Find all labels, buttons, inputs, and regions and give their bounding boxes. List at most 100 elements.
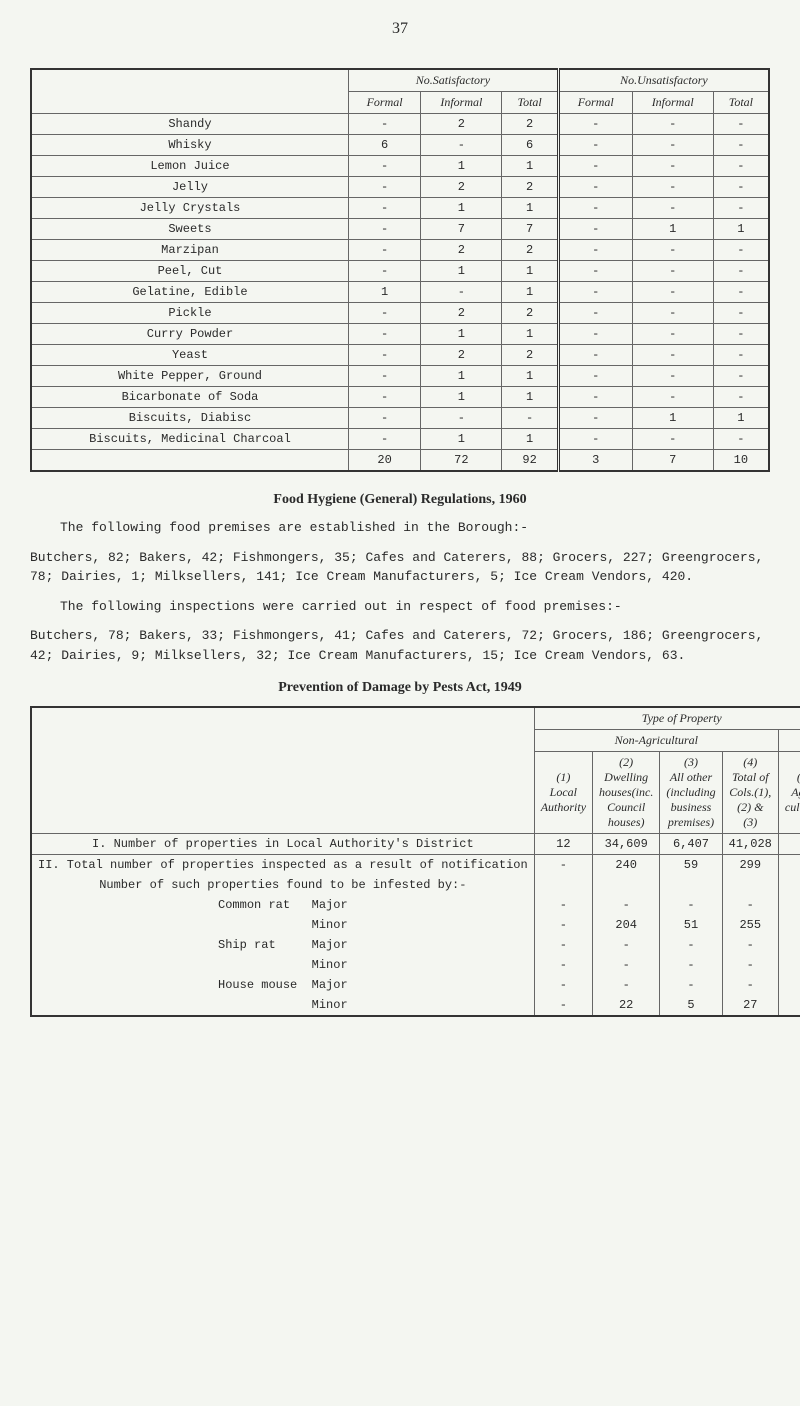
data-cell bbox=[660, 875, 722, 895]
sat-header: No.Satisfactory bbox=[348, 69, 558, 92]
data-cell: - bbox=[713, 135, 769, 156]
data-cell: 2 bbox=[502, 345, 558, 366]
data-cell: - bbox=[713, 177, 769, 198]
pests-act-title: Prevention of Damage by Pests Act, 1949 bbox=[30, 680, 770, 696]
data-cell: - bbox=[534, 895, 592, 915]
data-cell: 59 bbox=[660, 855, 722, 876]
data-cell: - bbox=[722, 975, 778, 995]
total-cell: 20 bbox=[348, 450, 420, 472]
data-cell: - bbox=[558, 345, 632, 366]
row-label: II. Total number of properties inspected… bbox=[31, 855, 534, 876]
data-cell: - bbox=[632, 303, 713, 324]
row-label: Biscuits, Diabisc bbox=[31, 408, 348, 429]
data-cell: 1 bbox=[502, 156, 558, 177]
data-cell: 22 bbox=[593, 995, 660, 1016]
data-cell: - bbox=[558, 240, 632, 261]
row-label: Common rat Major bbox=[31, 895, 534, 915]
data-cell: - bbox=[713, 261, 769, 282]
data-cell: - bbox=[558, 198, 632, 219]
totals-label bbox=[31, 450, 348, 472]
row-label: Lemon Juice bbox=[31, 156, 348, 177]
data-cell: 2 bbox=[421, 240, 502, 261]
data-cell: - bbox=[713, 387, 769, 408]
data-cell: 255 bbox=[722, 915, 778, 935]
data-cell: - bbox=[713, 156, 769, 177]
data-cell: 240 bbox=[593, 855, 660, 876]
row-label: Yeast bbox=[31, 345, 348, 366]
data-cell bbox=[722, 875, 778, 895]
data-cell: - bbox=[558, 387, 632, 408]
type-property-header: Type of Property bbox=[534, 707, 800, 730]
data-cell: - bbox=[348, 429, 420, 450]
row-label: Marzipan bbox=[31, 240, 348, 261]
row-label: Peel, Cut bbox=[31, 261, 348, 282]
data-cell: - bbox=[421, 408, 502, 429]
row-label: House mouse Major bbox=[31, 975, 534, 995]
data-cell: 1 bbox=[502, 261, 558, 282]
data-cell: 12 bbox=[534, 834, 592, 855]
data-cell: 7 bbox=[502, 219, 558, 240]
data-cell: 2 bbox=[502, 240, 558, 261]
data-cell: - bbox=[632, 387, 713, 408]
data-cell: - bbox=[632, 345, 713, 366]
data-cell bbox=[778, 875, 800, 895]
row-label: Jelly bbox=[31, 177, 348, 198]
data-cell: - bbox=[632, 114, 713, 135]
row-label: Minor bbox=[31, 915, 534, 935]
data-cell: - bbox=[348, 219, 420, 240]
data-cell: - bbox=[713, 345, 769, 366]
data-cell: - bbox=[534, 975, 592, 995]
data-cell: - bbox=[593, 955, 660, 975]
data-cell: - bbox=[348, 366, 420, 387]
data-cell: - bbox=[558, 303, 632, 324]
data-cell: 2 bbox=[421, 345, 502, 366]
data-cell: - bbox=[534, 855, 592, 876]
data-cell: - bbox=[713, 240, 769, 261]
col-formal-2: Formal bbox=[558, 92, 632, 114]
data-cell: - bbox=[713, 303, 769, 324]
data-cell: - bbox=[502, 408, 558, 429]
total-cell: 7 bbox=[632, 450, 713, 472]
data-cell: - bbox=[534, 935, 592, 955]
data-cell: - bbox=[558, 219, 632, 240]
total-cell: 72 bbox=[421, 450, 502, 472]
data-cell: 6 bbox=[502, 135, 558, 156]
data-cell: - bbox=[778, 935, 800, 955]
para-4: Butchers, 78; Bakers, 33; Fishmongers, 4… bbox=[30, 626, 770, 665]
data-cell: - bbox=[348, 345, 420, 366]
data-cell: - bbox=[632, 156, 713, 177]
col-header: (5)Agri-cultural bbox=[778, 752, 800, 834]
data-cell: 204 bbox=[593, 915, 660, 935]
row-label: Pickle bbox=[31, 303, 348, 324]
data-cell: 1 bbox=[421, 429, 502, 450]
data-cell: - bbox=[632, 261, 713, 282]
data-cell: 2 bbox=[502, 177, 558, 198]
data-cell: 2 bbox=[421, 303, 502, 324]
data-cell: - bbox=[593, 975, 660, 995]
data-cell: - bbox=[348, 387, 420, 408]
data-cell: - bbox=[632, 429, 713, 450]
row-label: Bicarbonate of Soda bbox=[31, 387, 348, 408]
data-cell: 2 bbox=[421, 177, 502, 198]
col-informal-1: Informal bbox=[421, 92, 502, 114]
data-cell: - bbox=[722, 935, 778, 955]
data-cell: 1 bbox=[421, 387, 502, 408]
row-label: Minor bbox=[31, 955, 534, 975]
col-formal-1: Formal bbox=[348, 92, 420, 114]
data-cell: - bbox=[348, 303, 420, 324]
data-cell: 299 bbox=[722, 855, 778, 876]
data-cell: 1 bbox=[502, 324, 558, 345]
data-cell: - bbox=[713, 366, 769, 387]
data-cell: - bbox=[660, 955, 722, 975]
data-cell: - bbox=[421, 135, 502, 156]
data-cell: 1 bbox=[421, 198, 502, 219]
data-cell: 1 bbox=[632, 219, 713, 240]
row-label: Number of such properties found to be in… bbox=[31, 875, 534, 895]
unsat-header: No.Unsatisfactory bbox=[558, 69, 769, 92]
row-label: Shandy bbox=[31, 114, 348, 135]
data-cell: 1 bbox=[632, 408, 713, 429]
data-cell: - bbox=[348, 198, 420, 219]
data-cell: - bbox=[593, 895, 660, 915]
row-label: Ship rat Major bbox=[31, 935, 534, 955]
data-cell: - bbox=[713, 324, 769, 345]
